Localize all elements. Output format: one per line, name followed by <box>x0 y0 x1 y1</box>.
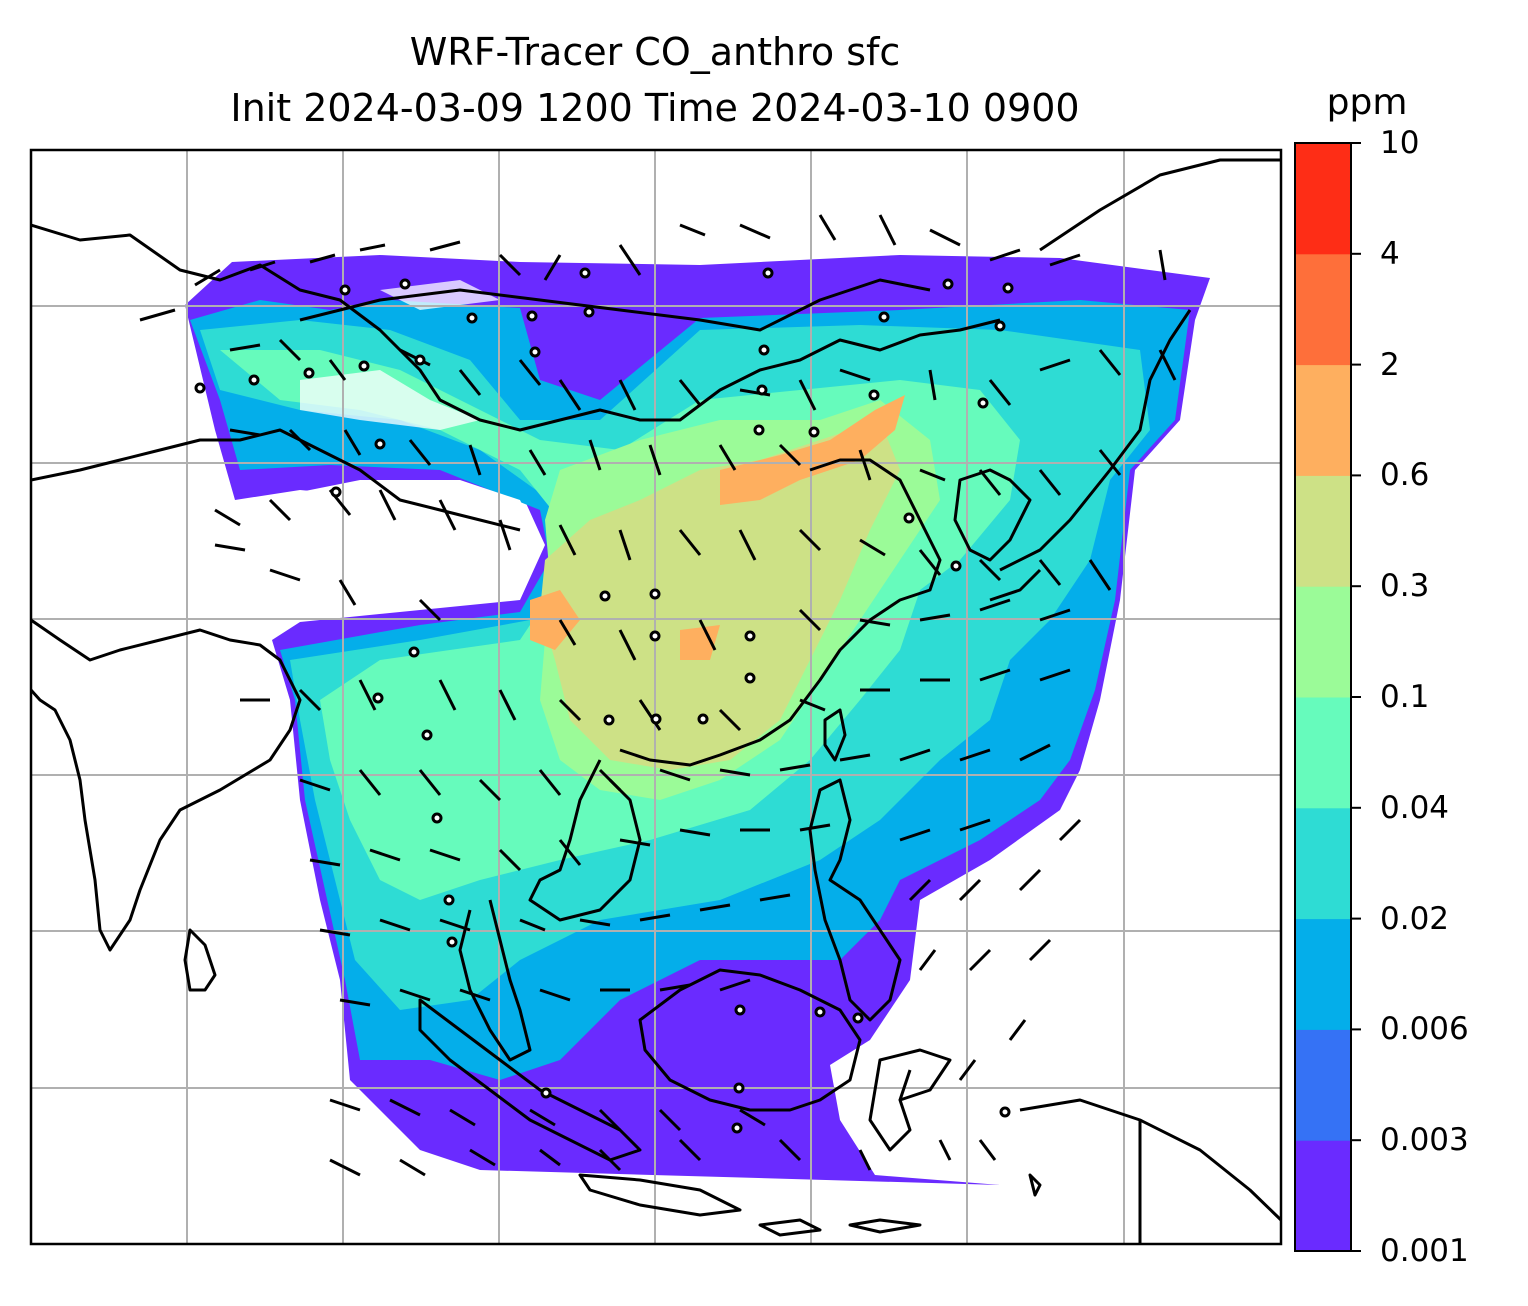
coastline-java <box>578 1173 742 1217</box>
coastline-borneo <box>638 968 862 1112</box>
colorbar-segment <box>1295 253 1351 366</box>
coastline-china <box>619 458 942 767</box>
colorbar-segments <box>1295 143 1351 1252</box>
coastline-taiwan <box>823 708 847 762</box>
map-area <box>31 150 1281 1244</box>
map-frame <box>29 148 1283 1246</box>
border-mongolia <box>299 278 931 332</box>
colorbar-segment <box>1295 143 1351 255</box>
border-north <box>31 223 1001 432</box>
colorbar-tick-label: 0.04 <box>1380 789 1450 826</box>
coastline-srilanka <box>183 928 217 992</box>
colorbar-unit-label: ppm <box>1326 82 1408 123</box>
co-field <box>185 255 1210 1185</box>
coastline-islands-south <box>758 1173 1042 1237</box>
coastline-philippines <box>808 778 902 1022</box>
wind-barbs <box>139 214 1177 1177</box>
border-himalaya <box>31 428 521 532</box>
colorbar-tick-label: 0.003 <box>1380 1122 1469 1159</box>
colorbar-segment <box>1295 586 1351 698</box>
chart-title-line2: Init 2024-03-09 1200 Time 2024-03-10 090… <box>230 86 1080 130</box>
colorbar-tick-label: 10 <box>1380 125 1420 161</box>
coastline-indochina <box>458 759 642 1062</box>
colorbar-segment <box>1295 1140 1351 1252</box>
colorbar-segment <box>1295 1029 1351 1141</box>
colorbar-ticks <box>1351 142 1361 1252</box>
coastline-russia-east <box>1039 158 1281 252</box>
coastline-sulawesi <box>868 1048 952 1152</box>
gridlines <box>31 150 1281 1244</box>
colorbar-tick-label: 0.001 <box>1380 1233 1469 1269</box>
coastlines <box>31 158 1281 1244</box>
colorbar-tick-label: 4 <box>1380 235 1400 272</box>
coastline-sumatra <box>418 998 642 1162</box>
colorbar-segment <box>1295 918 1351 1030</box>
colorbar-tick-label: 0.3 <box>1380 568 1430 605</box>
calm-markers <box>194 267 1014 1134</box>
colorbar-tick-label: 0.1 <box>1380 679 1430 715</box>
colorbar <box>1294 142 1361 1252</box>
coastline-india <box>31 618 302 952</box>
colorbar-segment <box>1295 475 1351 587</box>
chart-title-line1: WRF-Tracer CO_anthro sfc <box>409 30 901 74</box>
colorbar-tick-label: 0.006 <box>1380 1011 1469 1048</box>
coastline-newguinea <box>1019 1098 1281 1244</box>
coastline-japan <box>989 309 1192 602</box>
colorbar-segment <box>1295 807 1351 920</box>
colorbar-tick-label: 0.6 <box>1380 457 1430 494</box>
colorbar-tick-label: 2 <box>1380 346 1400 383</box>
colorbar-segment <box>1295 364 1351 476</box>
coastline-korea <box>953 468 1032 562</box>
colorbar-segment <box>1295 697 1351 809</box>
colorbar-tick-label: 0.02 <box>1380 900 1450 937</box>
field-gap-tibet <box>260 480 540 610</box>
field-gap-north <box>300 280 500 430</box>
